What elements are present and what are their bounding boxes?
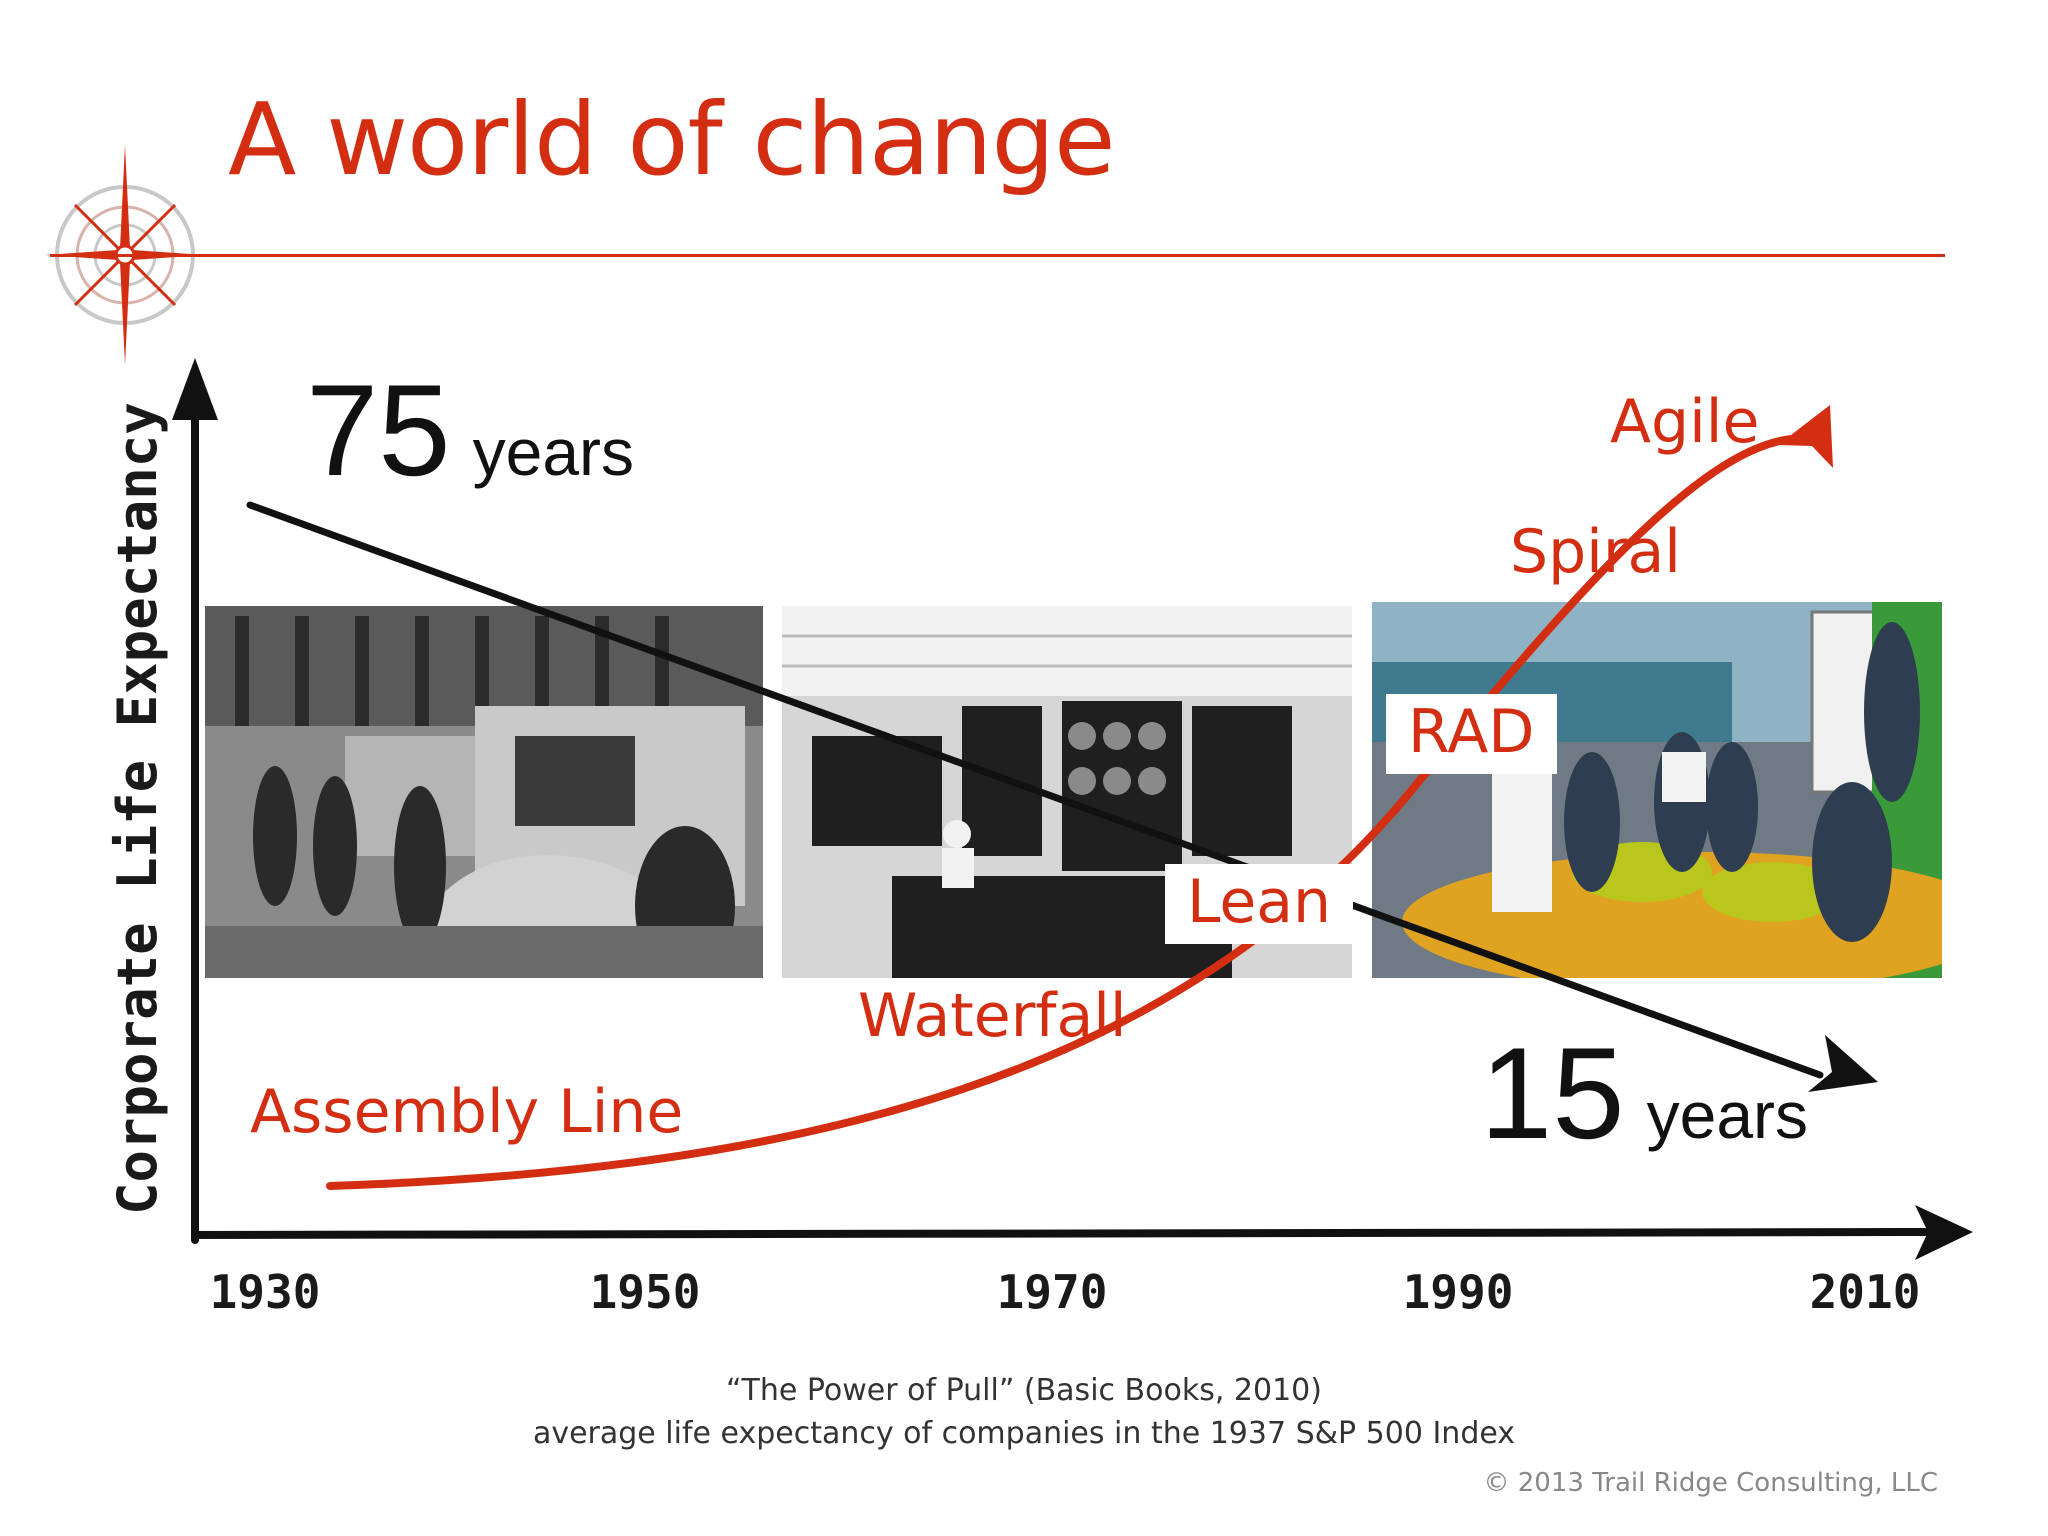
life-expectancy-line [246,501,1824,1079]
x-tick-1970: 1970 [996,1265,1108,1319]
methodology-arrowhead [1778,405,1833,468]
title-divider [50,254,1945,257]
start-value: 75 [306,357,451,503]
slide-title: A world of change [228,81,1116,198]
start-unit: years [472,415,634,489]
method-label-lean: Lean [1165,864,1354,944]
start-value-label: 75 years [306,365,634,495]
method-label-assembly-line: Assembly Line [250,1077,684,1147]
x-axis [191,1228,1929,1239]
source-citation: “The Power of Pull” (Basic Books, 2010) [726,1373,1322,1408]
x-tick-1990: 1990 [1402,1265,1514,1319]
life-expectancy-arrowhead [1808,1035,1878,1092]
y-axis-arrowhead [172,358,218,420]
x-tick-1950: 1950 [589,1265,701,1319]
method-label-agile: Agile [1610,387,1760,457]
x-tick-1930: 1930 [209,1265,321,1319]
end-value-label: 15 years [1480,1028,1808,1158]
x-tick-2010: 2010 [1809,1265,1921,1319]
method-label-spiral: Spiral [1510,517,1681,587]
x-axis-arrowhead [1915,1205,1973,1260]
method-label-rad: RAD [1386,694,1557,774]
source-description: average life expectancy of companies in … [532,1416,1516,1451]
method-label-waterfall: Waterfall [858,981,1127,1051]
assembly-line-photo [205,606,763,978]
copyright-notice: © 2013 Trail Ridge Consulting, LLC [1483,1468,1939,1498]
end-value: 15 [1480,1020,1625,1166]
end-unit: years [1646,1078,1808,1152]
agile-team-photo [1372,602,1942,978]
